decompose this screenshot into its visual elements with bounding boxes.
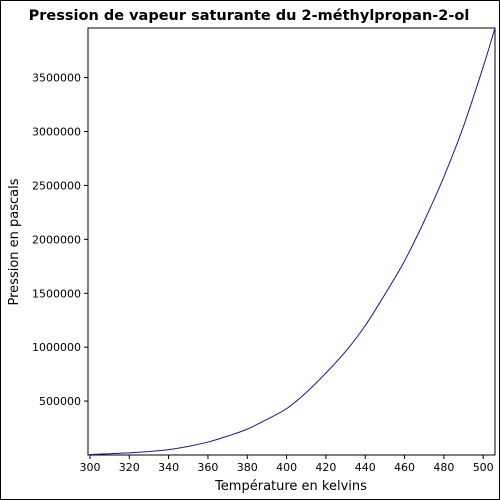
y-axis: 500000 1000000 1500000 2000000 2500000 300000… — [32, 72, 88, 408]
vapor-pressure-line — [89, 27, 496, 455]
x-tick-label: 340 — [158, 461, 179, 474]
x-tick-label: 320 — [119, 461, 140, 474]
y-tick-label: 3500000 — [32, 72, 81, 85]
x-tick-label: 440 — [355, 461, 376, 474]
y-tick-label: 1500000 — [32, 287, 81, 300]
x-tick-label: 400 — [276, 461, 297, 474]
x-tick-label: 500 — [473, 461, 494, 474]
y-tick-label: 2000000 — [32, 233, 81, 246]
x-tick-label: 480 — [433, 461, 454, 474]
plot-area — [87, 27, 496, 456]
x-axis: 300 320 340 360 380 400 420 440 460 480 500 — [79, 455, 494, 474]
y-tick-label: 500000 — [39, 395, 81, 408]
y-tick-label: 2500000 — [32, 179, 81, 192]
y-axis-label: Pression en pascals — [7, 178, 22, 305]
y-tick-label: 1000000 — [32, 341, 81, 354]
x-tick-label: 420 — [315, 461, 336, 474]
x-tick-label: 360 — [197, 461, 218, 474]
chart-title: Pression de vapeur saturante du 2-méthyl… — [29, 8, 470, 24]
x-tick-label: 380 — [237, 461, 258, 474]
y-tick-label: 3000000 — [32, 126, 81, 139]
x-axis-label: Température en kelvins — [214, 479, 367, 494]
x-tick-label: 300 — [79, 461, 100, 474]
x-tick-label: 460 — [394, 461, 415, 474]
